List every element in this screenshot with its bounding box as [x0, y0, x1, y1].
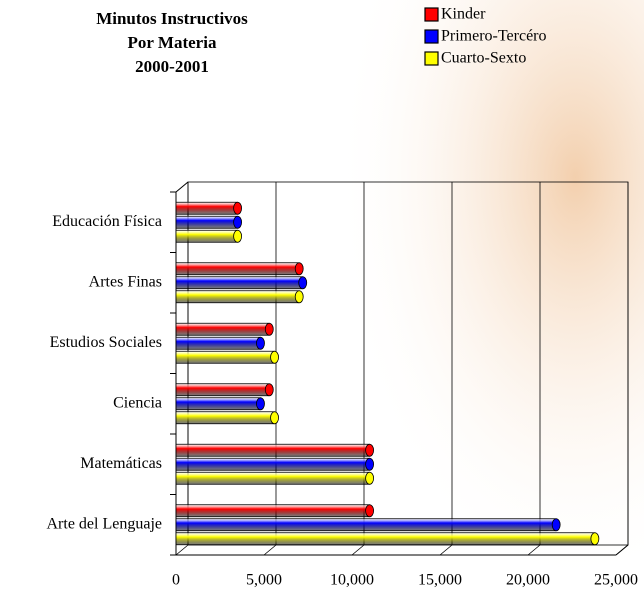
- bar-cap: [366, 444, 374, 456]
- legend-swatch: [425, 52, 438, 65]
- chart-title: Minutos Instructivos: [96, 9, 248, 28]
- x-tick-label: 5,000: [246, 572, 282, 589]
- bar-cap: [234, 216, 242, 228]
- y-tick-label: Arte del Lenguaje: [47, 515, 163, 532]
- page: {"chart_data": {"type": "bar", "orientat…: [0, 0, 644, 592]
- bar-cap: [299, 277, 307, 289]
- legend-label: Cuarto-Sexto: [441, 50, 526, 67]
- x-tick-label: 20,000: [506, 572, 550, 589]
- chart-title: 2000-2001: [135, 57, 209, 76]
- axis-line: [176, 182, 188, 192]
- y-tick-label: Artes Finas: [89, 273, 162, 290]
- bar-cap: [271, 351, 279, 363]
- bar: [176, 472, 370, 484]
- legend-swatch: [425, 8, 438, 21]
- bar-cap: [234, 202, 242, 214]
- bar-cap: [271, 412, 279, 424]
- tick-mark: [264, 545, 276, 555]
- background: [300, 0, 644, 592]
- bar: [176, 351, 275, 363]
- y-tick-label: Educación Física: [52, 213, 162, 230]
- bar: [176, 230, 238, 242]
- bar-cap: [366, 458, 374, 470]
- bar: [176, 412, 275, 424]
- bar: [176, 398, 260, 410]
- bar-cap: [552, 519, 560, 531]
- legend-label: Primero-Tercéro: [441, 28, 547, 45]
- bar-cap: [366, 472, 374, 484]
- bar: [176, 444, 370, 456]
- y-tick-label: Matemáticas: [80, 455, 162, 472]
- bar-cap: [295, 263, 303, 275]
- y-tick-label: Estudios Sociales: [50, 334, 162, 351]
- bar-cap: [265, 384, 273, 396]
- bar: [176, 263, 299, 275]
- bar-cap: [591, 533, 599, 545]
- bar: [176, 202, 238, 214]
- bar: [176, 505, 370, 517]
- bar-cap: [256, 398, 264, 410]
- bar: [176, 533, 595, 545]
- bar: [176, 291, 299, 303]
- bar-cap: [256, 337, 264, 349]
- bar-cap: [366, 505, 374, 517]
- chart: Minutos Instructivos Por Materia 2000-20…: [0, 0, 644, 592]
- bar-cap: [295, 291, 303, 303]
- x-tick-label: 25,000: [594, 572, 638, 589]
- legend-label: Kinder: [441, 6, 486, 23]
- x-tick-label: 0: [172, 572, 180, 589]
- bar: [176, 384, 269, 396]
- chart-title: Por Materia: [128, 33, 217, 52]
- bar: [176, 277, 303, 289]
- tick-mark: [176, 545, 188, 555]
- x-tick-label: 15,000: [418, 572, 462, 589]
- bar: [176, 519, 556, 531]
- x-tick-label: 10,000: [330, 572, 374, 589]
- bar-cap: [234, 230, 242, 242]
- bar: [176, 458, 370, 470]
- bar: [176, 337, 260, 349]
- bar: [176, 323, 269, 335]
- bar: [176, 216, 238, 228]
- legend-swatch: [425, 30, 438, 43]
- bar-cap: [265, 323, 273, 335]
- y-tick-label: Ciencia: [113, 394, 162, 411]
